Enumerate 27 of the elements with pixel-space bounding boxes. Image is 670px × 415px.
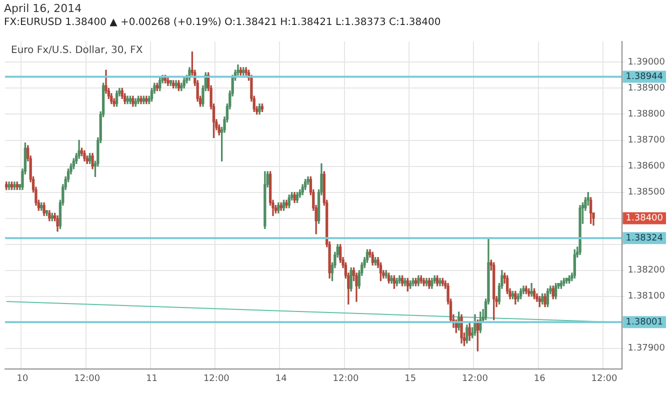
y-tick-label: 1.39000 (628, 58, 666, 68)
ref-line-label: 1.38944 (626, 72, 664, 82)
chart-title: FX:EURUSD 1.38400 ▲ +0.00268 (+0.19%) O:1.38421 H:1.38421 L:1.38373 C:1.38400 (4, 17, 441, 28)
y-tick-label: 1.38100 (628, 292, 666, 302)
x-tick-label: 12:00 (462, 374, 488, 384)
x-tick-label: 16 (534, 374, 546, 384)
y-tick-label: 1.38800 (628, 110, 666, 120)
x-tick-label: 12:00 (203, 374, 230, 384)
ref-line-label: 1.38001 (626, 317, 663, 328)
x-tick-label: 15 (404, 374, 416, 384)
x-tick-label: 10 (16, 374, 29, 384)
chart-subtitle: April 16, 2014 (4, 2, 82, 15)
candlestick (530, 283, 533, 297)
annotation: Euro Fx/U.S. Dollar, 30, FX (11, 44, 143, 56)
y-tick-label: 1.38200 (628, 266, 666, 276)
x-tick-label: 12:00 (591, 374, 618, 384)
y-tick-label: 1.38600 (628, 162, 666, 172)
y-tick-label: 1.38900 (628, 84, 666, 94)
text: 1.38400 (626, 214, 664, 224)
x-tick-label: 14 (275, 374, 288, 384)
x-tick-label: 12:00 (74, 374, 100, 384)
ref-line-label: 1.38324 (626, 233, 664, 244)
x-tick-label: 11 (146, 374, 158, 384)
y-tick-label: 1.38500 (628, 188, 666, 198)
x-tick-label: 12:00 (332, 374, 359, 384)
y-tick-label: 1.37900 (628, 344, 666, 354)
y-tick-label: 1.38700 (628, 136, 666, 146)
